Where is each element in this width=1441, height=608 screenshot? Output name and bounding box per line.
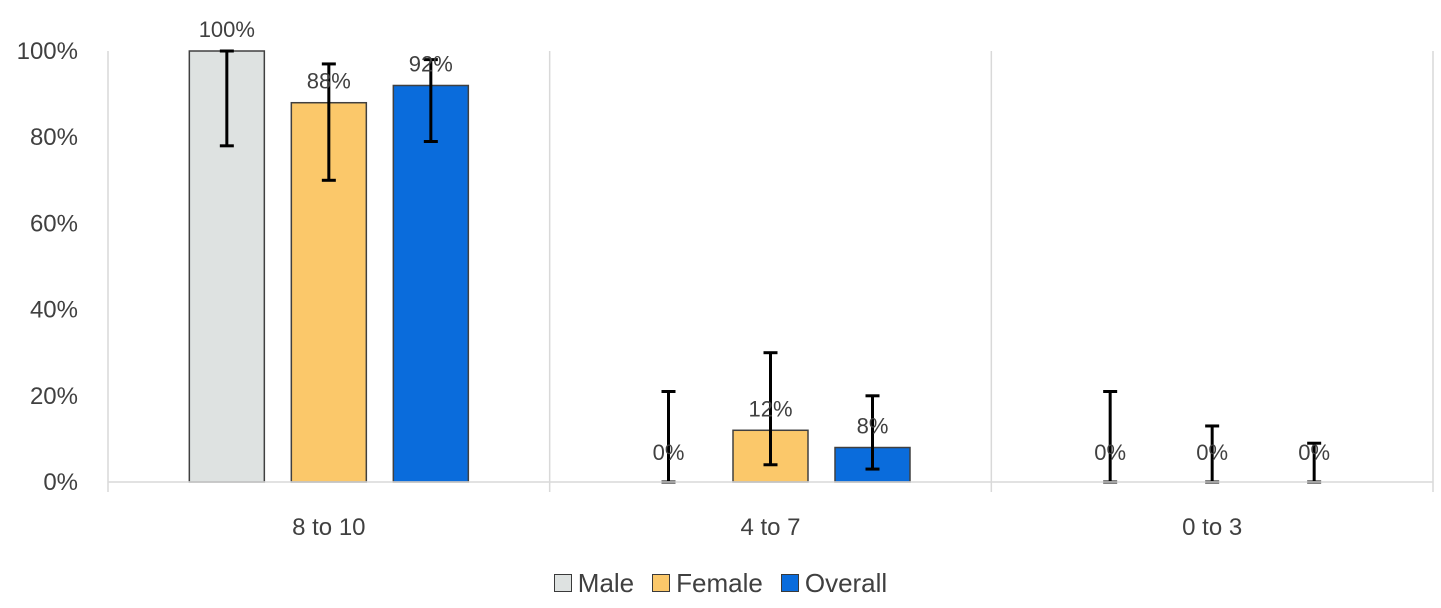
x-tick-label: 0 to 3 xyxy=(1182,514,1242,541)
data-label-male: 0% xyxy=(653,440,685,465)
y-tick-label: 100% xyxy=(17,38,78,65)
data-label-overall: 92% xyxy=(409,51,453,76)
legend-item-male: Male xyxy=(553,567,635,599)
y-tick-label: 80% xyxy=(30,124,78,151)
chart-svg: 0% 20% 40% 60% 80% 100% 100% 0% 0% 88% 12% 0% 92% 8%… xyxy=(17,17,1434,541)
data-labels: 100% 0% 0% 88% 12% 0% 92% 8% 0% xyxy=(199,17,1330,465)
y-tick-label: 20% xyxy=(30,383,78,410)
x-axis: 8 to 10 4 to 7 0 to 3 xyxy=(108,481,1433,541)
x-tick-label: 4 to 7 xyxy=(740,514,800,541)
data-label-male: 0% xyxy=(1094,440,1126,465)
legend-swatch-overall xyxy=(780,574,799,592)
data-label-female: 0% xyxy=(1196,440,1228,465)
data-label-overall: 0% xyxy=(1298,440,1330,465)
y-tick-label: 40% xyxy=(30,297,78,324)
legend-swatch-female xyxy=(652,574,671,592)
category-dividers xyxy=(107,51,1434,492)
error-bars xyxy=(219,49,1322,484)
legend-item-female: Female xyxy=(652,568,763,599)
x-tick-label: 8 to 10 xyxy=(292,514,365,541)
data-label-female: 12% xyxy=(748,396,792,421)
data-label-female: 88% xyxy=(307,69,351,94)
y-tick-label: 60% xyxy=(30,210,78,237)
y-axis: 0% 20% 40% 60% 80% 100% xyxy=(17,38,78,496)
legend-label-overall: Overall xyxy=(804,567,888,598)
y-tick-label: 0% xyxy=(43,469,78,496)
legend-item-overall: Overall xyxy=(780,567,888,599)
legend-label-male: Male xyxy=(577,567,635,598)
data-label-male: 100% xyxy=(199,17,255,42)
legend-label-female: Female xyxy=(676,567,763,598)
bar-overall xyxy=(392,84,470,483)
legend: Male Female Overall xyxy=(0,566,1441,600)
legend-swatch-male xyxy=(553,574,572,592)
data-label-overall: 8% xyxy=(857,414,889,439)
